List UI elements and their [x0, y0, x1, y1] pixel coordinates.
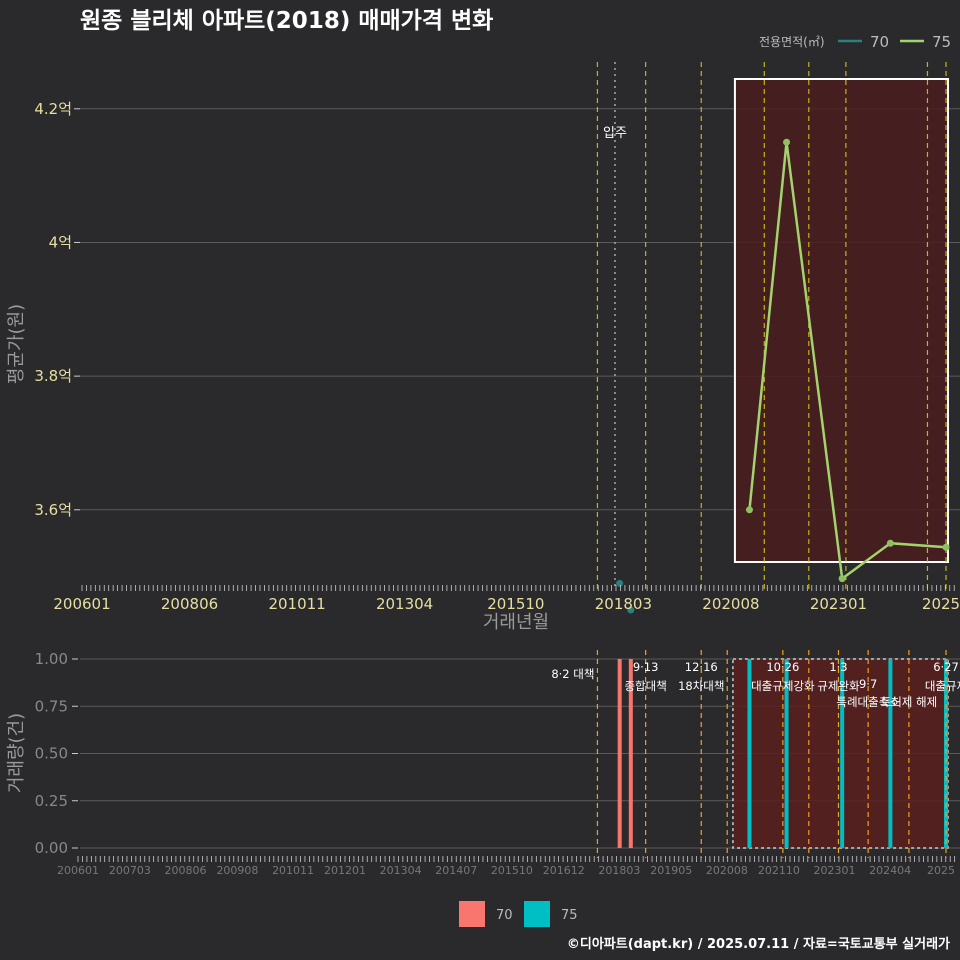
legend-bottom-key-75 — [524, 901, 550, 927]
legend-top-label-70: 70 — [870, 33, 889, 51]
legend-top: 전용면적(㎡) 70 75 — [759, 33, 951, 51]
policy-label-9-1: 대출규제 — [925, 679, 960, 693]
legend-bottom-label-70: 70 — [496, 908, 513, 923]
bottom-y-axis: 0.00 0.25 0.50 0.75 1.00 — [35, 650, 78, 857]
bar-75-1 — [784, 659, 789, 848]
top-y-axis-title: 평균가(원) — [6, 304, 27, 384]
policy-label-9-0: 6·27 — [933, 660, 959, 674]
series-75-point-4 — [942, 543, 950, 551]
top-x-axis: 200601 200806 201011 201304 201510 201803 2020… — [53, 585, 960, 613]
top-x-axis-title: 거래년월 — [483, 612, 549, 633]
top-x-tick-label-6: 202008 — [702, 595, 759, 613]
bottom-x-tick-label-13: 202110 — [758, 864, 800, 877]
legend-top-label-75: 75 — [932, 33, 951, 51]
policy-label-4-0: 10·26 — [766, 660, 799, 674]
bottom-x-tick-label-10: 201803 — [598, 864, 640, 877]
bottom-y-tick-label-2: 0.50 — [35, 745, 68, 763]
top-y-tick-label-1: 3.8억 — [34, 367, 72, 385]
policy-label-7-1: 특례대출축소 — [836, 695, 899, 709]
top-y-tick-label-2: 4억 — [49, 233, 72, 251]
policy-label-2-1: 18차대책 — [678, 679, 724, 693]
bottom-x-tick-label-14: 202301 — [813, 864, 855, 877]
bottom-x-tick-label-4: 201011 — [272, 864, 314, 877]
move-in-label: 입주 — [603, 126, 627, 141]
bar-75-0 — [747, 659, 752, 848]
bottom-x-tick-label-2: 200806 — [165, 864, 207, 877]
bottom-x-tick-label-9: 201612 — [543, 864, 585, 877]
top-x-tick-label-2: 201011 — [268, 595, 325, 613]
bottom-x-tick-label-8: 201510 — [491, 864, 533, 877]
legend-bottom: 70 75 — [459, 901, 578, 927]
bottom-y-tick-label-4: 1.00 — [35, 650, 68, 668]
policy-label-6-0: 1·3 — [829, 660, 847, 674]
bottom-x-tick-label-15: 202404 — [869, 864, 911, 877]
bar-70-1 — [628, 659, 633, 848]
series-70-point-0 — [616, 579, 624, 587]
bottom-x-tick-label-3: 200908 — [216, 864, 258, 877]
top-x-tick-label-1: 200806 — [161, 595, 218, 613]
top-x-tick-label-0: 200601 — [53, 595, 110, 613]
bottom-x-tick-label-0: 200601 — [57, 864, 99, 877]
bottom-x-tick-label-5: 201201 — [324, 864, 366, 877]
policy-label-0-0: 8·2 대책 — [551, 667, 594, 681]
bar-75-3 — [888, 659, 893, 848]
policy-label-6-1: 규제완화 — [817, 679, 860, 693]
legend-bottom-label-75: 75 — [561, 908, 578, 923]
series-70-point-1 — [627, 606, 635, 614]
top-highlight-region — [733, 78, 950, 563]
top-highlight-box — [733, 78, 950, 563]
policy-label-1-1: 종합대책 — [624, 679, 666, 693]
series-75-point-3 — [886, 539, 894, 547]
top-series-marks — [616, 138, 950, 614]
bottom-y-axis-title: 거래량(건) — [6, 713, 27, 793]
bottom-y-tick-label-0: 0.00 — [35, 839, 68, 857]
bottom-x-tick-label-11: 201905 — [650, 864, 692, 877]
top-x-tick-label-4: 201510 — [487, 595, 544, 613]
top-x-tick-label-3: 201304 — [376, 595, 433, 613]
bottom-x-tick-label-12: 202008 — [706, 864, 748, 877]
series-75-point-1 — [783, 138, 791, 146]
footer-credit: ©디아파트(dapt.kr) / 2025.07.11 / 자료=국토교통부 실… — [567, 936, 950, 952]
policy-label-1-0: 9·13 — [633, 660, 659, 674]
top-annotation: 입주 — [603, 62, 627, 590]
bottom-x-tick-label-7: 201407 — [435, 864, 477, 877]
legend-bottom-key-70 — [459, 901, 485, 927]
top-x-tick-label-8: 2025 — [922, 595, 960, 613]
policy-label-7-0: 9·7 — [859, 677, 877, 691]
bottom-x-axis: 200601 200703 200806 200908 201011 201201 2013… — [57, 856, 956, 877]
legend-top-title: 전용면적(㎡) — [759, 35, 825, 49]
bar-70-0 — [617, 659, 622, 848]
bottom-y-tick-label-3: 0.75 — [35, 697, 68, 715]
bottom-y-tick-label-1: 0.25 — [35, 792, 68, 810]
policy-label-2-0: 12·16 — [685, 660, 718, 674]
top-x-tick-label-5: 201803 — [595, 595, 652, 613]
series-75-point-2 — [838, 575, 846, 583]
top-y-tick-label-0: 3.6억 — [34, 501, 72, 519]
chart-title: 원종 블리체 아파트(2018) 매매가격 변화 — [80, 8, 493, 34]
bottom-x-tick-label-16: 2025 — [927, 864, 955, 877]
bar-75-2 — [840, 659, 845, 848]
bottom-policy-lines: 8·2 대책 9·13 종합대책 12·16 18차대책 10·26 대출규제강화 1·3 규제… — [551, 650, 960, 858]
top-y-tick-label-3: 4.2억 — [34, 100, 72, 118]
top-y-axis: 3.6억 3.8억 4억 4.2억 — [34, 100, 80, 519]
policy-label-4-1: 대출규제강화 — [751, 679, 815, 693]
policy-label-8-0: 토허제 해제 — [881, 695, 938, 709]
bottom-x-tick-label-1: 200703 — [109, 864, 151, 877]
series-75-point-0 — [745, 506, 753, 514]
top-x-tick-label-7: 202301 — [810, 595, 867, 613]
bottom-x-tick-label-6: 201304 — [380, 864, 422, 877]
